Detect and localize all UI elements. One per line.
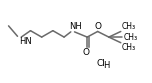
Text: NH: NH — [69, 22, 82, 31]
Text: CH₃: CH₃ — [123, 33, 138, 42]
Text: H: H — [103, 62, 109, 70]
Text: Cl: Cl — [97, 59, 106, 68]
Text: CH₃: CH₃ — [122, 43, 136, 52]
Text: O: O — [94, 21, 101, 31]
Text: O: O — [83, 47, 90, 57]
Text: CH₃: CH₃ — [122, 22, 136, 31]
Text: HN: HN — [19, 38, 32, 46]
